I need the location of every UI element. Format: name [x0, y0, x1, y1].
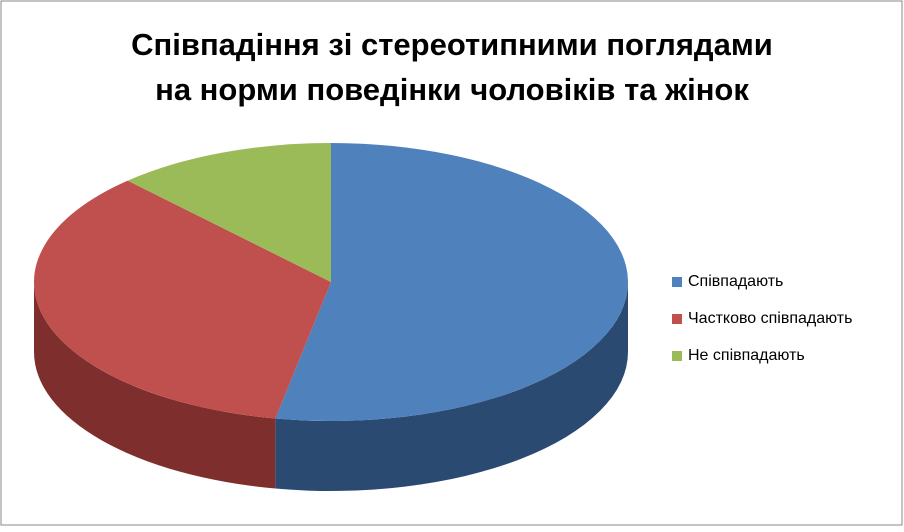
pie-slice — [34, 180, 332, 419]
chart-title: на норми поведінки чоловіків та жінок — [155, 72, 749, 107]
legend-swatch — [672, 351, 682, 361]
legend-swatch — [672, 277, 682, 287]
pie-slice-side — [34, 282, 276, 489]
legend-label: Не співпадають — [688, 347, 805, 364]
legend-label: Частково співпадають — [688, 310, 852, 327]
legend-swatch — [672, 314, 682, 324]
pie-slice — [127, 143, 331, 282]
pie-slice — [275, 143, 628, 421]
chart-title: Співпадіння зі стереотипними поглядами — [131, 27, 773, 62]
pie-slice-side — [275, 282, 628, 492]
legend-label: Співпадають — [688, 273, 783, 290]
